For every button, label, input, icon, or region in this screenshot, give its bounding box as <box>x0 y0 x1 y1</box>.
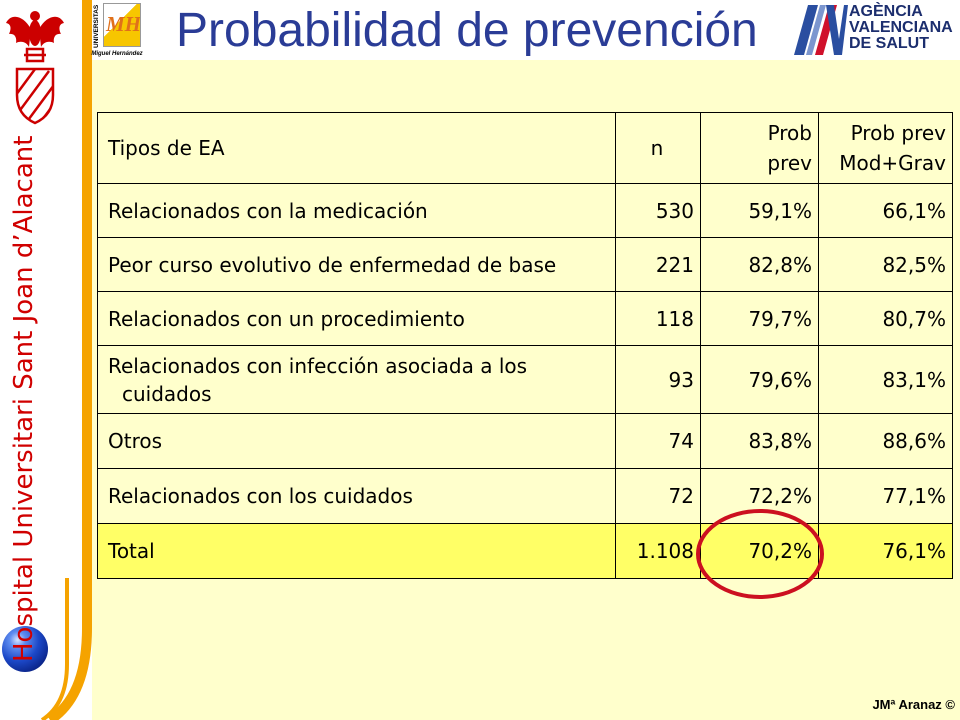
total-label-cell: Total <box>97 523 616 579</box>
ea-type-cell: Relacionados con infección asociada a lo… <box>97 345 616 414</box>
table-row: Peor curso evolutivo de enfermedad de ba… <box>97 237 953 292</box>
prob-prev-cell: 79,6% <box>700 345 819 414</box>
table-row: Otros 74 83,8% 88,6% <box>97 413 953 469</box>
university-logo-mark: MH <box>103 3 141 47</box>
university-logo: UNIVERSITAS MH Miguel Hernández <box>91 0 143 62</box>
table-total-row: Total 1.108 70,2% 76,1% <box>97 523 953 579</box>
prob-prev-cell: 79,7% <box>700 291 819 346</box>
header-ea-type: Tipos de EA <box>97 112 616 184</box>
prob-prev-cell: 59,1% <box>700 183 819 238</box>
table-header-row: Tipos de EA n Prob prev Prob prev Mod+Gr… <box>97 112 953 184</box>
valencian-coat-of-arms-icon <box>6 11 64 125</box>
header-prob-prev-mod-grav-line: Mod+Grav <box>839 151 946 175</box>
agency-logo: AGÈNCIA VALENCIANA DE SALUT <box>790 0 960 60</box>
total-prob-prev-cell: 70,2% <box>700 523 819 579</box>
header-prob-prev-mod-grav: Prob prev Mod+Grav <box>818 112 953 184</box>
av-mark-icon <box>794 5 848 55</box>
prob-prev-cell: 83,8% <box>700 413 819 469</box>
prob-prev-mod-grav-cell: 80,7% <box>818 291 953 346</box>
table-row: Relacionados con infección asociada a lo… <box>97 345 953 414</box>
n-cell: 118 <box>615 291 701 346</box>
prob-prev-mod-grav-cell: 77,1% <box>818 468 953 524</box>
blue-sphere-icon <box>2 626 48 672</box>
author-credit: JMª Aranaz © <box>872 697 955 712</box>
ea-type-cell: Peor curso evolutivo de enfermedad de ba… <box>97 237 616 292</box>
prevention-probability-table: Tipos de EA n Prob prev Prob prev Mod+Gr… <box>97 112 953 579</box>
prob-prev-cell: 82,8% <box>700 237 819 292</box>
n-cell: 72 <box>615 468 701 524</box>
agency-logo-line: VALENCIANA <box>849 19 953 36</box>
prob-prev-mod-grav-cell: 88,6% <box>818 413 953 469</box>
hospital-name-vertical: Hospital Universitari Sant Joan d’Alacan… <box>9 135 39 663</box>
agency-logo-line: AGÈNCIA <box>849 3 923 20</box>
ea-type-cell: Otros <box>97 413 616 469</box>
header-prob-prev-line: Prob <box>767 121 812 145</box>
n-cell: 74 <box>615 413 701 469</box>
n-cell: 530 <box>615 183 701 238</box>
ea-type-text: Relacionados con infección asociada a lo… <box>108 353 528 406</box>
table-row: Relacionados con un procedimiento 118 79… <box>97 291 953 346</box>
ea-type-cell: Relacionados con la medicación <box>97 183 616 238</box>
n-cell: 221 <box>615 237 701 292</box>
header-n: n <box>615 112 701 184</box>
n-cell: 93 <box>615 345 701 414</box>
orange-decorative-curve <box>40 0 92 720</box>
header-prob-prev-line: prev <box>767 151 812 175</box>
university-logo-name: Miguel Hernández <box>91 51 143 57</box>
prob-prev-mod-grav-cell: 83,1% <box>818 345 953 414</box>
total-prob-prev-mod-grav-cell: 76,1% <box>818 523 953 579</box>
header-prob-prev: Prob prev <box>700 112 819 184</box>
agency-logo-text: AGÈNCIA VALENCIANA DE SALUT <box>849 4 953 52</box>
header-prob-prev-mod-grav-line: Prob prev <box>850 121 946 145</box>
ea-type-cell: Relacionados con un procedimiento <box>97 291 616 346</box>
ea-type-cell: Relacionados con los cuidados <box>97 468 616 524</box>
total-n-cell: 1.108 <box>615 523 701 579</box>
table-row: Relacionados con la medicación 530 59,1%… <box>97 183 953 238</box>
prob-prev-mod-grav-cell: 66,1% <box>818 183 953 238</box>
university-logo-monogram: MH <box>106 12 141 36</box>
slide-title: Probabilidad de prevención <box>176 4 758 57</box>
highlight-circle <box>696 509 824 599</box>
prob-prev-mod-grav-cell: 82,5% <box>818 237 953 292</box>
agency-logo-line: DE SALUT <box>849 35 929 52</box>
university-logo-word: UNIVERSITAS <box>93 4 100 48</box>
